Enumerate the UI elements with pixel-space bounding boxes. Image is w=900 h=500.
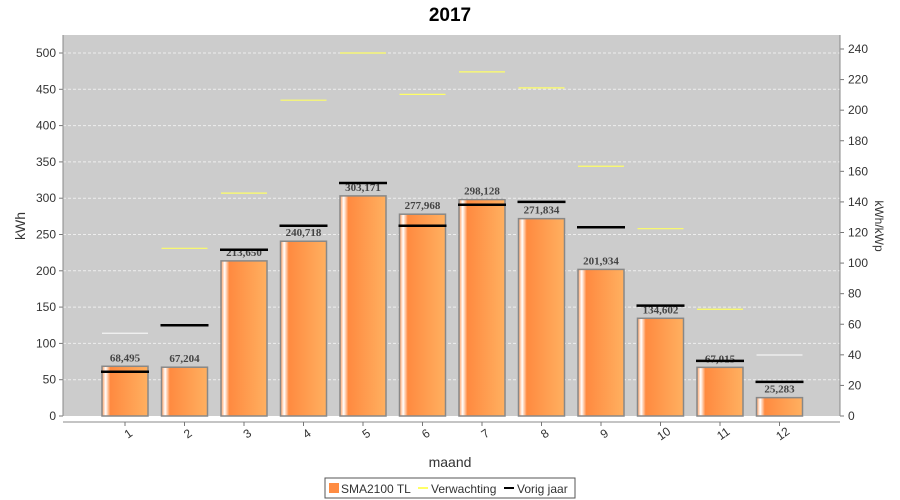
bar xyxy=(755,396,804,417)
y-tick-label: 350 xyxy=(36,155,56,169)
data-label: 271,834 xyxy=(524,205,560,217)
x-tick-label: 1 xyxy=(122,426,136,441)
y-tick-label: 50 xyxy=(43,373,57,387)
y2-axis-label: kWh/kWp xyxy=(872,200,886,252)
bar xyxy=(517,217,566,417)
y-tick-label: 0 xyxy=(49,409,56,423)
x-tick-label: 3 xyxy=(241,426,255,441)
data-label: 240,718 xyxy=(286,227,322,239)
legend-swatch-bar xyxy=(329,483,339,493)
y2-tick-label: 180 xyxy=(848,134,868,148)
y2-tick-label: 0 xyxy=(848,409,855,423)
y-tick-label: 400 xyxy=(36,119,56,133)
y2-tick-label: 160 xyxy=(848,164,868,178)
data-label: 277,968 xyxy=(405,200,441,212)
bar xyxy=(398,213,447,417)
y-tick-label: 100 xyxy=(36,336,56,350)
y-tick-label: 450 xyxy=(36,82,56,96)
legend-item: SMA2100 TL xyxy=(341,482,411,496)
chart-title: 2017 xyxy=(429,5,471,26)
data-label: 303,171 xyxy=(345,182,381,194)
x-tick-label: 12 xyxy=(773,424,792,443)
y-tick-label: 300 xyxy=(36,191,56,205)
y2-tick-label: 140 xyxy=(848,195,868,209)
y2-tick-label: 80 xyxy=(848,287,862,301)
data-label: 68,495 xyxy=(110,352,141,364)
x-tick-label: 7 xyxy=(479,426,493,441)
y-tick-label: 500 xyxy=(36,46,56,60)
y2-tick-label: 40 xyxy=(848,348,862,362)
bar xyxy=(458,198,506,417)
bar xyxy=(339,195,387,417)
x-tick-label: 2 xyxy=(181,426,195,441)
y2-tick-label: 220 xyxy=(848,73,868,87)
x-axis-label: maand xyxy=(429,454,472,470)
x-tick-label: 6 xyxy=(419,426,433,441)
y2-tick-label: 100 xyxy=(848,256,868,270)
y-tick-label: 200 xyxy=(36,264,56,278)
y2-tick-label: 120 xyxy=(848,226,868,240)
legend-item: Vorig jaar xyxy=(517,482,568,496)
data-label: 25,283 xyxy=(764,384,795,396)
y-axis-label: kWh xyxy=(12,212,28,240)
data-label: 67,204 xyxy=(169,353,200,365)
x-tick-label: 8 xyxy=(538,426,552,441)
y2-tick-label: 20 xyxy=(848,378,862,392)
legend-item: Verwachting xyxy=(431,482,496,496)
x-tick-label: 11 xyxy=(714,424,733,443)
data-label: 201,934 xyxy=(583,255,619,267)
bar xyxy=(101,365,149,417)
y-tick-label: 150 xyxy=(36,300,56,314)
bar xyxy=(577,268,625,417)
x-tick-label: 10 xyxy=(654,424,673,443)
bar xyxy=(160,366,209,417)
data-label: 298,128 xyxy=(464,186,500,198)
y2-tick-label: 240 xyxy=(848,42,868,56)
data-label: 67,015 xyxy=(705,353,736,365)
bar xyxy=(696,366,744,417)
y2-tick-label: 60 xyxy=(848,317,862,331)
legend: SMA2100 TL Verwachting Vorig jaar xyxy=(324,477,576,499)
plot-area xyxy=(63,35,840,416)
x-tick-label: 5 xyxy=(360,426,374,441)
x-tick-label: 9 xyxy=(598,426,612,441)
y-tick-label: 250 xyxy=(36,228,56,242)
x-tick-label: 4 xyxy=(300,426,314,441)
data-label: 134,602 xyxy=(643,304,679,316)
y2-tick-label: 200 xyxy=(848,103,868,117)
bar xyxy=(279,240,328,417)
bar xyxy=(636,317,685,417)
bar xyxy=(220,260,268,417)
